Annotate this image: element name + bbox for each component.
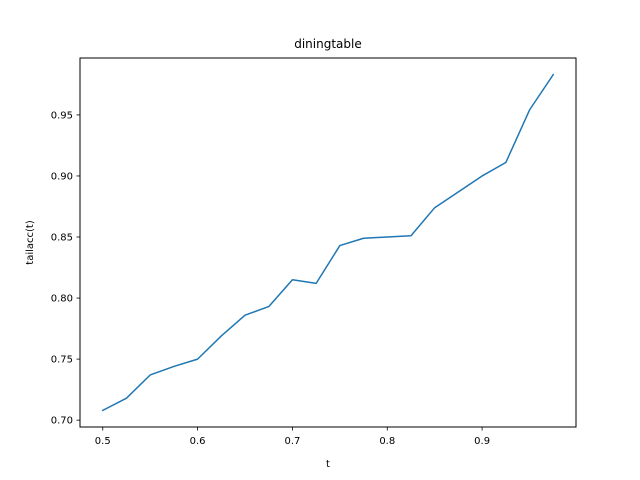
axes-frame — [79, 57, 577, 428]
x-tick-label: 0.5 — [95, 436, 111, 447]
y-tick-label: 0.75 — [51, 355, 73, 366]
y-tick-label: 0.90 — [51, 171, 73, 182]
y-axis-label: tailacc(t) — [25, 220, 36, 265]
y-tick-label: 0.80 — [51, 294, 73, 305]
plot-area — [79, 57, 577, 428]
y-tick-label: 0.85 — [51, 233, 73, 244]
y-tick-label: 0.95 — [51, 110, 73, 121]
y-tick-label: 0.70 — [51, 416, 73, 427]
x-axis-label: t — [326, 459, 330, 470]
series-line — [101, 73, 555, 412]
x-tick-label: 0.9 — [474, 436, 490, 447]
x-tick-label: 0.7 — [284, 436, 300, 447]
x-axis: 0.5 0.6 0.7 0.8 0.9 — [95, 427, 490, 447]
chart-title: diningtable — [294, 37, 362, 51]
y-axis: 0.70 0.75 0.80 0.85 0.90 0.95 — [51, 110, 80, 427]
series-layer — [101, 73, 555, 412]
x-tick-label: 0.8 — [379, 436, 395, 447]
x-tick-label: 0.6 — [190, 436, 206, 447]
